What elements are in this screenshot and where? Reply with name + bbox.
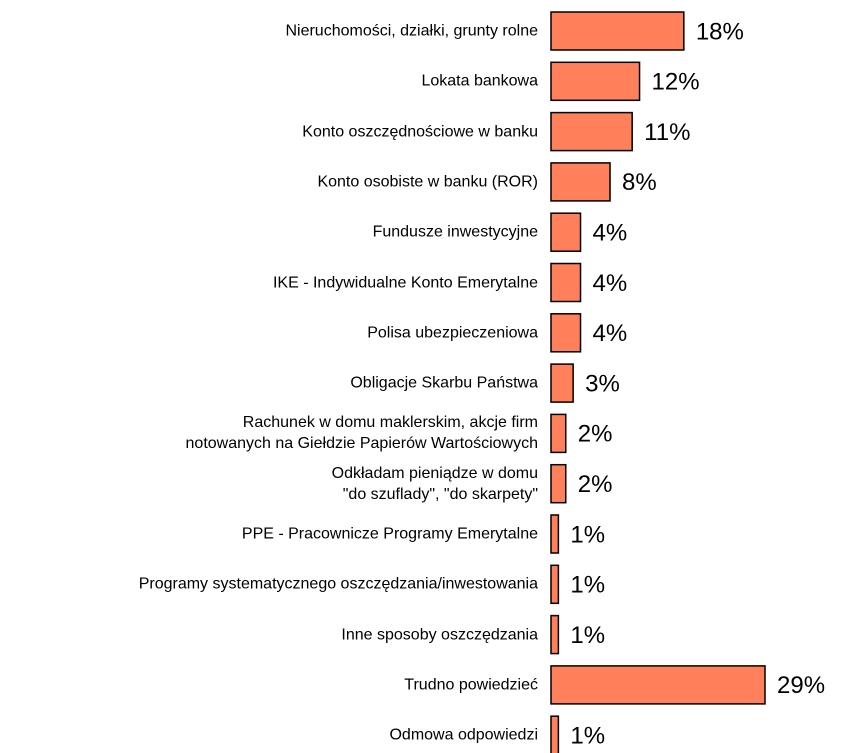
category-label: Lokata bankowa bbox=[421, 72, 538, 90]
category-label: Konto oszczędnościowe w banku bbox=[302, 123, 538, 141]
value-label: 1% bbox=[570, 521, 605, 548]
value-label: 2% bbox=[578, 421, 613, 448]
bar bbox=[550, 564, 560, 605]
value-label: 1% bbox=[570, 622, 605, 649]
value-label: 12% bbox=[652, 69, 700, 96]
bar bbox=[550, 212, 582, 252]
bar bbox=[550, 463, 567, 504]
category-label: Rachunek w domu maklerskim, akcje firm n… bbox=[185, 414, 538, 453]
category-label: Trudno powiedzieć bbox=[404, 676, 538, 694]
bar bbox=[550, 413, 567, 454]
bar bbox=[550, 262, 582, 303]
value-label: 4% bbox=[593, 220, 628, 247]
bar bbox=[550, 162, 611, 202]
category-label: Obligacje Skarbu Państwa bbox=[350, 374, 538, 392]
category-label: Fundusze inwestycyjne bbox=[372, 223, 538, 241]
bar bbox=[550, 715, 560, 753]
bar bbox=[550, 514, 560, 554]
value-label: 3% bbox=[585, 370, 620, 397]
bar bbox=[550, 61, 641, 102]
value-label: 2% bbox=[578, 471, 613, 498]
category-label: Programy systematycznego oszczędzania/in… bbox=[138, 575, 538, 593]
category-label: Odkładam pieniądze w domu "do szuflady",… bbox=[331, 464, 538, 503]
value-label: 29% bbox=[777, 672, 825, 699]
value-label: 11% bbox=[644, 119, 690, 146]
value-label: 1% bbox=[570, 723, 605, 750]
value-label: 8% bbox=[622, 169, 657, 196]
bar bbox=[550, 665, 766, 705]
category-label: IKE - Indywidualne Konto Emerytalne bbox=[272, 274, 538, 291]
value-label: 1% bbox=[570, 572, 605, 599]
bar bbox=[550, 11, 685, 51]
bar bbox=[550, 111, 633, 152]
value-label: 18% bbox=[696, 18, 744, 45]
bar bbox=[550, 313, 582, 353]
bar bbox=[550, 363, 574, 403]
category-label: Inne sposoby oszczędzania bbox=[341, 626, 538, 644]
category-label: Odmowa odpowiedzi bbox=[389, 726, 538, 744]
value-label: 4% bbox=[593, 270, 628, 297]
category-label: Nieruchomości, działki, grunty rolne bbox=[285, 22, 538, 40]
value-label: 4% bbox=[593, 320, 628, 347]
category-label: Polisa ubezpieczeniowa bbox=[367, 324, 538, 342]
bar bbox=[550, 614, 560, 655]
category-label: Konto osobiste w banku (ROR) bbox=[317, 173, 538, 191]
category-label: PPE - Pracownicze Programy Emerytalne bbox=[241, 525, 538, 543]
